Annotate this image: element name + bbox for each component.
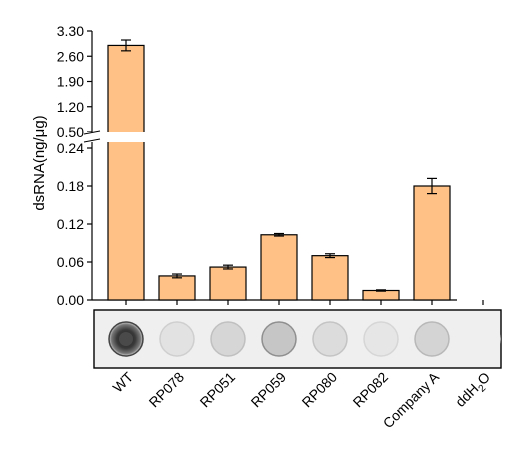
category-label-1: RP078 — [146, 369, 188, 411]
axis-break — [83, 130, 176, 143]
bar-1 — [158, 275, 196, 301]
y-tick-label-upper-2: 1.90 — [57, 74, 84, 90]
y-ticks-lower: 0.00 0.06 0.12 0.18 0.24 — [57, 140, 92, 308]
category-label-3: RP059 — [248, 369, 290, 411]
category-label-4: RP080 — [299, 369, 341, 411]
dot-blot-panel — [93, 309, 502, 369]
y-tick-label-upper-3: 2.60 — [57, 48, 84, 64]
dot-spot-6 — [414, 321, 450, 357]
dot-spot-1 — [159, 321, 195, 357]
y-axis-title: dsRNA(ng/μg) — [31, 115, 48, 210]
bar-4 — [311, 255, 349, 301]
bar-3 — [260, 234, 298, 301]
y-ticks-upper: 0.50 1.20 1.90 2.60 3.30 — [57, 23, 92, 140]
category-label-2: RP051 — [197, 369, 239, 411]
category-label-6: Company A — [380, 368, 443, 431]
y-tick-label-upper-1: 1.20 — [57, 99, 84, 115]
y-tick-label-upper-0: 0.50 — [57, 124, 84, 140]
y-tick-label-lower-2: 0.12 — [57, 216, 84, 232]
category-label-0: WT — [109, 368, 136, 395]
y-tick-label-upper-4: 3.30 — [57, 23, 84, 39]
dot-spot-7 — [465, 321, 501, 357]
error-bars — [121, 39, 437, 292]
x-ticks — [125, 300, 484, 305]
dot-spot-2 — [210, 321, 246, 357]
y-tick-label-lower-3: 0.18 — [57, 178, 84, 194]
dot-spot-3 — [261, 321, 297, 357]
bars — [107, 44, 451, 301]
category-label-7: ddH2O — [452, 369, 496, 413]
bar-6 — [413, 185, 451, 301]
bar-2 — [209, 266, 247, 301]
y-tick-label-lower-4: 0.24 — [57, 140, 84, 156]
dot-blot-spots — [108, 321, 501, 357]
y-tick-label-lower-1: 0.06 — [57, 254, 84, 270]
bar-5 — [362, 289, 400, 301]
dot-spot-4 — [312, 321, 348, 357]
category-label-5: RP082 — [350, 369, 392, 411]
dot-spot-5 — [363, 321, 399, 357]
y-tick-label-lower-0: 0.00 — [57, 292, 84, 308]
bar-0 — [107, 44, 145, 301]
dot-spot-0-center — [119, 332, 133, 346]
